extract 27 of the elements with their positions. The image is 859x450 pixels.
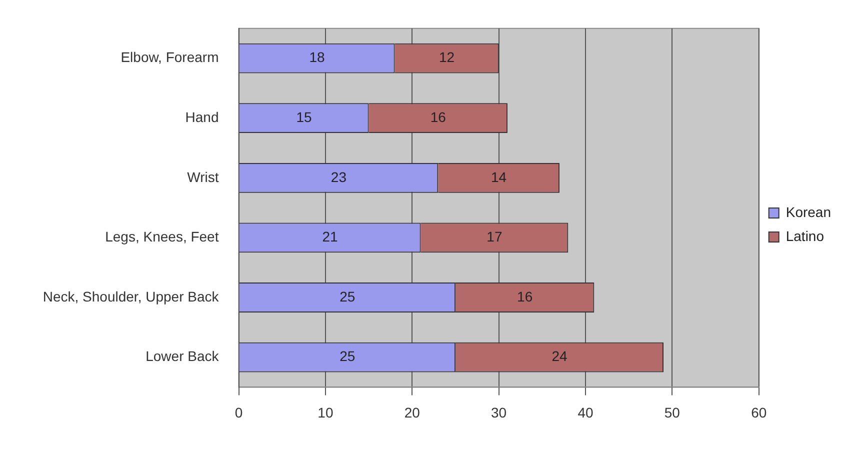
data-label: 21: [322, 228, 338, 245]
y-tick-label: Hand: [185, 108, 219, 125]
data-label: 12: [439, 49, 455, 66]
data-label: 16: [517, 288, 533, 304]
data-label: 23: [330, 168, 347, 185]
data-label: 25: [340, 348, 356, 364]
legend-label: Korean: [786, 204, 832, 220]
x-tick-label: 50: [664, 404, 680, 420]
y-tick-label: Lower Back: [146, 348, 220, 364]
data-label: 24: [552, 348, 568, 364]
data-label: 25: [340, 288, 356, 304]
y-tick-label: Neck, Shoulder, Upper Back: [42, 288, 220, 304]
data-label: 17: [486, 228, 502, 245]
legend-label: Latino: [786, 228, 824, 244]
x-tick-label: 10: [318, 404, 334, 420]
y-tick-label: Wrist: [187, 168, 219, 185]
data-label: 16: [430, 108, 446, 125]
data-label: 14: [491, 168, 507, 185]
x-tick-label: 20: [404, 404, 420, 420]
x-tick-label: 40: [578, 404, 594, 420]
data-label: 15: [296, 108, 312, 125]
x-tick-label: 0: [234, 404, 243, 420]
y-tick-label: Elbow, Forearm: [120, 49, 219, 66]
x-tick-label: 60: [751, 404, 767, 420]
x-tick-label: 30: [491, 404, 507, 420]
data-label: 18: [309, 49, 326, 66]
y-tick-label: Legs, Knees, Feet: [105, 228, 219, 245]
